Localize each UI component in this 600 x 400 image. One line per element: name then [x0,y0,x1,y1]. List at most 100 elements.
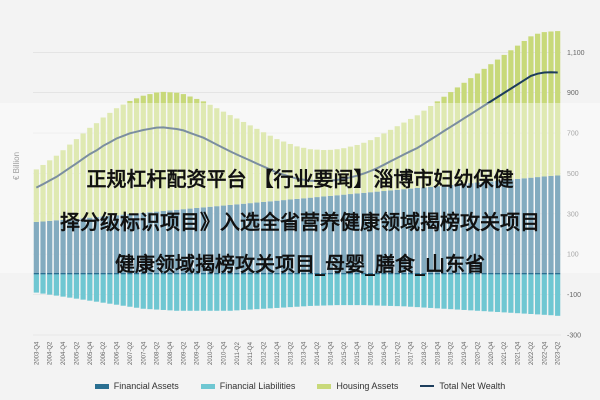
bar-financial-assets [454,184,461,275]
bar-housing-assets [187,96,193,209]
bar-financial-assets [327,195,334,275]
bar-financial-liabilities [260,274,267,309]
bar-financial-assets [287,199,293,275]
bar-financial-liabilities [33,274,39,293]
legend-swatch-total-net-wealth [420,385,435,387]
bar-financial-liabilities [187,274,193,311]
bar-housing-assets [381,133,387,192]
bar-financial-liabilities [434,274,440,309]
x-tick-label: 2012-Q2 [262,341,268,365]
bar-financial-liabilities [361,274,367,306]
x-tick-label: 2008-Q4 [168,341,174,365]
bar-housing-assets [327,149,334,196]
bar-financial-assets [508,179,514,275]
bar-housing-assets [528,36,534,178]
bar-housing-assets [555,31,561,176]
headline-line-2: 择分级标识项目》入选全省营养健康领域揭榜攻关项目 [60,210,540,234]
bar-housing-assets [508,50,514,180]
bar-housing-assets [174,92,180,210]
x-tick-label: 2021-Q2 [502,341,508,365]
x-tick-label: 2013-Q2 [288,341,294,365]
bar-financial-assets [347,194,354,275]
bar-housing-assets [301,147,307,199]
bar-housing-assets [461,82,467,184]
bar-financial-liabilities [167,274,173,311]
bar-housing-assets [73,139,80,219]
x-tick-label: 2020-Q4 [489,341,495,365]
bar-financial-assets [307,197,313,275]
bar-financial-assets [127,214,133,275]
bar-financial-liabilities [207,274,213,311]
x-tick-label: 2022-Q2 [529,341,535,365]
bar-housing-assets [314,149,320,198]
x-tick-label: 2005-Q2 [74,341,80,365]
bar-financial-liabilities [80,274,86,300]
bar-financial-assets [220,205,227,275]
bar-housing-assets [481,68,487,182]
bar-financial-assets [387,190,394,275]
x-tick-label: 2014-Q2 [315,341,321,365]
bar-financial-assets [67,219,73,275]
bar-financial-liabilities [401,274,407,307]
bar-financial-assets [73,218,80,275]
bar-financial-liabilities [555,274,561,316]
bar-housing-assets [474,73,481,183]
bar-financial-liabilities [314,274,320,306]
x-tick-labels: 2003-Q4 2004-Q2 2004-Q4 2005-Q2 2005-Q4 2006-… [34,341,561,365]
y-axis-label: € Billion [12,152,21,180]
bar-financial-liabilities [381,274,387,306]
bar-financial-assets [408,188,414,275]
bar-financial-assets [240,203,247,275]
bar-financial-assets [421,187,427,275]
bar-housing-assets [160,91,166,212]
y-tick-label: 100 [567,252,579,259]
bar-financial-liabilities [421,274,427,308]
bar-financial-assets [414,187,420,275]
bar-financial-assets [234,204,240,275]
bar-financial-liabilities [347,274,354,306]
legend-swatch-housing-assets [317,383,332,389]
bar-housing-assets [494,59,501,181]
x-tick-label: 2006-Q2 [101,341,107,365]
bar-housing-assets [154,92,160,212]
bar-financial-assets [394,189,400,275]
bar-financial-liabilities [294,274,300,307]
bar-housing-assets [227,115,233,205]
x-tick-label: 2021-Q4 [516,341,522,365]
bar-housing-assets [294,146,300,199]
bar-housing-assets [454,87,461,185]
bar-financial-assets [60,219,66,275]
bar-housing-assets [133,98,140,214]
bar-financial-liabilities [53,274,59,296]
bar-financial-assets [514,178,521,275]
bar-financial-liabilities [528,274,534,314]
bar-financial-assets [301,198,307,275]
legend-swatch-financial-assets [94,383,109,389]
bar-financial-liabilities [367,274,374,306]
bar-financial-liabilities [494,274,501,312]
x-tick-label: 2009-Q4 [195,341,201,365]
bar-financial-assets [488,181,494,275]
bar-financial-liabilities [488,274,494,312]
bar-financial-liabilities [428,274,434,308]
bar-financial-liabilities [60,274,66,297]
bar-housing-assets [60,150,66,220]
bar-financial-assets [160,211,166,275]
bar-financial-liabilities [287,274,293,308]
bar-financial-assets [381,191,387,275]
bar-financial-assets [140,212,146,275]
x-tick-label: 2017-Q4 [409,341,415,365]
bar-financial-assets [428,186,434,275]
bar-housing-assets [514,45,521,179]
bar-housing-assets [347,146,354,195]
bar-housing-assets [234,118,240,205]
x-tick-label: 2010-Q4 [222,341,228,365]
bar-financial-assets [93,217,100,275]
bar-financial-assets [87,217,93,275]
bar-housing-assets [254,128,260,203]
bar-housing-assets [281,141,287,201]
bar-housing-assets [548,31,554,176]
bar-housing-assets [53,155,59,221]
bar-financial-assets [481,181,487,275]
bar-housing-assets [47,160,53,221]
